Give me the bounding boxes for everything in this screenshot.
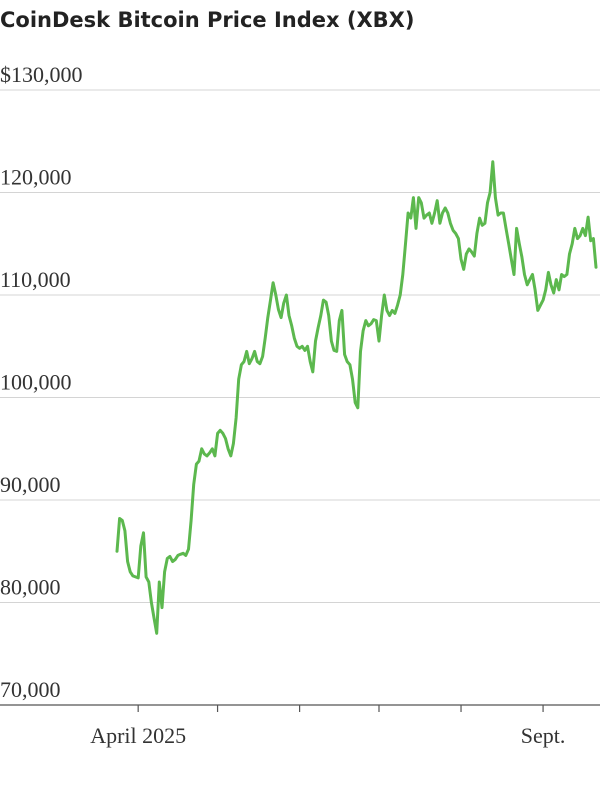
price-line bbox=[115, 160, 598, 635]
y-tick-label: 120,000 bbox=[0, 165, 72, 190]
x-tick-label: April 2025 bbox=[90, 723, 186, 748]
y-tick-label: 70,000 bbox=[0, 677, 61, 702]
y-tick-label: 100,000 bbox=[0, 370, 72, 395]
chart-title: CoinDesk Bitcoin Price Index (XBX) bbox=[0, 8, 414, 32]
y-tick-label: 110,000 bbox=[0, 267, 71, 292]
x-tick-label: Sept. bbox=[521, 723, 566, 748]
y-tick-label: $130,000 bbox=[0, 62, 83, 87]
y-tick-label: 80,000 bbox=[0, 575, 61, 600]
y-tick-label: 90,000 bbox=[0, 472, 61, 497]
